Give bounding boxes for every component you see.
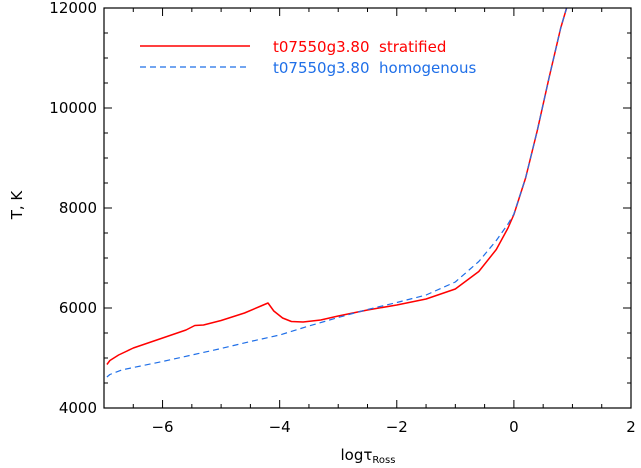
x-tick-label: 2 [626, 418, 636, 436]
y-tick-label: 4000 [59, 399, 97, 417]
y-tick-label: 12000 [49, 0, 97, 17]
axis-ticks [103, 7, 632, 409]
legend-label-homogenous: t07550g3.80 homogenous [273, 59, 476, 77]
x-tick-label: 0 [509, 418, 519, 436]
y-tick-label: 6000 [59, 299, 97, 317]
x-axis-label-main: logτ [341, 446, 373, 464]
x-tick-label: −2 [386, 418, 408, 436]
y-tick-label: 8000 [59, 199, 97, 217]
x-tick-label: −6 [151, 418, 173, 436]
legend: t07550g3.80 stratified t07550g3.80 homog… [140, 38, 476, 77]
y-axis-label: T, K [8, 190, 26, 221]
legend-label-stratified: t07550g3.80 stratified [273, 38, 446, 56]
x-tick-label: −4 [269, 418, 291, 436]
series-line-homogenous [106, 8, 568, 378]
tick-labels: −6 −4 −2 0 2 4000 6000 8000 10000 12000 [49, 0, 635, 436]
series-layer [106, 8, 568, 378]
y-tick-label: 10000 [49, 99, 97, 117]
x-axis-label-subscript: Ross [372, 455, 395, 466]
x-axis-label: logτRoss [341, 446, 396, 466]
